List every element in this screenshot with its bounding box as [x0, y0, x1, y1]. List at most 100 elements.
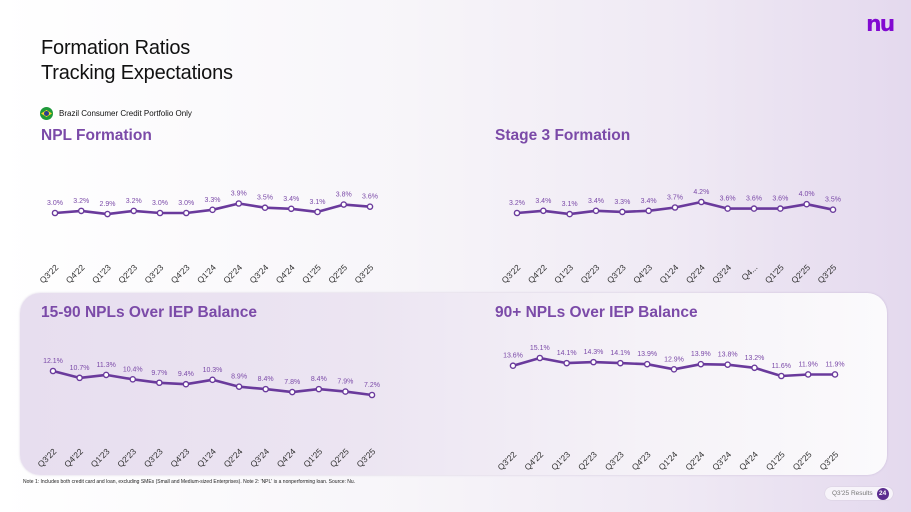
- data-label: 8.4%: [258, 376, 274, 383]
- x-tick-label: Q3'22: [35, 446, 58, 469]
- x-tick-label: Q4'22: [64, 262, 87, 285]
- x-tick-label: Q3'24: [710, 262, 733, 285]
- data-point: [209, 206, 216, 214]
- data-point: [182, 209, 190, 217]
- x-tick-label: Q3'23: [605, 262, 628, 285]
- data-point: [314, 208, 321, 216]
- data-label: 15.1%: [530, 345, 550, 352]
- data-label: 13.9%: [691, 351, 711, 358]
- data-point: [261, 204, 269, 212]
- data-label: 3.3%: [205, 197, 221, 204]
- x-tick-label: Q4'23: [169, 262, 192, 285]
- npl-15-90-chart: 12.1% Q3'22 10.7% Q4'22 11.3% Q1'23 10.4% Q2'23…: [35, 358, 379, 469]
- data-label: 3.4%: [641, 198, 657, 205]
- data-label: 7.9%: [337, 379, 353, 386]
- x-tick-label: Q2'23: [576, 449, 599, 472]
- x-tick-label: Q1'23: [549, 449, 572, 472]
- data-point: [829, 206, 837, 213]
- data-label: 11.9%: [825, 361, 844, 368]
- x-tick-label: Q2'25: [326, 262, 349, 285]
- data-label: 4.0%: [799, 191, 815, 198]
- data-point: [590, 358, 597, 366]
- data-label: 3.1%: [310, 199, 326, 206]
- x-tick-label: Q4'22: [62, 446, 85, 469]
- data-point: [509, 362, 517, 370]
- x-tick-label: Q3'22: [37, 262, 60, 285]
- x-tick-label: Q1'24: [195, 446, 218, 469]
- data-label: 2.9%: [100, 201, 116, 208]
- x-tick-label: Q2'25: [328, 446, 351, 469]
- data-label: 13.8%: [718, 352, 738, 359]
- data-label: 3.6%: [362, 194, 378, 201]
- data-label: 13.9%: [637, 351, 657, 358]
- x-tick-label: Q4'23: [631, 262, 654, 285]
- x-tick-label: Q3'25: [352, 262, 375, 285]
- data-label: 10.4%: [123, 366, 143, 373]
- x-tick-label: Q4'24: [274, 262, 297, 285]
- data-label: 12.1%: [43, 358, 63, 365]
- data-point: [77, 207, 85, 215]
- data-point: [831, 371, 839, 378]
- x-tick-label: Q1'25: [301, 446, 324, 469]
- data-label: 10.7%: [70, 365, 90, 372]
- data-point: [751, 364, 758, 372]
- x-tick-label: Q3'25: [354, 446, 377, 469]
- data-label: 4.2%: [693, 189, 709, 196]
- data-label: 7.2%: [364, 382, 380, 389]
- data-point: [342, 388, 349, 395]
- portfolio-subtitle: Brazil Consumer Credit Portfolio Only: [59, 109, 192, 118]
- data-label: 3.0%: [152, 200, 168, 207]
- data-label: 3.2%: [509, 200, 525, 207]
- data-point: [619, 208, 626, 216]
- data-point: [262, 385, 269, 393]
- data-label: 9.7%: [151, 370, 167, 377]
- data-point: [803, 200, 810, 208]
- footnote: Note 1: Includes both credit card and lo…: [23, 479, 356, 485]
- data-point: [49, 367, 57, 375]
- stage3-formation-chart: 3.2% Q3'22 3.4% Q4'22 3.1% Q1'23 3.4% Q2'23 3.3%…: [499, 189, 840, 285]
- x-tick-label: Q3'24: [710, 449, 733, 472]
- data-point: [156, 209, 164, 217]
- brazil-flag-icon: [40, 107, 53, 120]
- x-tick-label: Q3'24: [248, 446, 271, 469]
- data-point: [566, 210, 573, 218]
- data-label: 3.4%: [283, 196, 299, 203]
- data-point: [592, 207, 600, 215]
- chart-title-npl-90-plus: 90+ NPLs Over IEP Balance: [495, 304, 698, 321]
- data-label: 3.4%: [588, 198, 604, 205]
- data-label: 3.2%: [126, 198, 142, 205]
- data-label: 3.5%: [825, 197, 841, 204]
- data-point: [366, 203, 374, 210]
- data-label: 3.2%: [73, 198, 89, 205]
- page-number: 24: [876, 487, 889, 500]
- data-point: [513, 209, 521, 217]
- data-point: [235, 383, 243, 390]
- x-tick-label: Q2'24: [221, 262, 244, 285]
- data-label: 7.8%: [284, 379, 300, 386]
- data-label: 14.1%: [557, 350, 577, 357]
- page-label: Q3'25 Results: [832, 490, 873, 497]
- data-point: [235, 200, 243, 207]
- data-point: [671, 204, 679, 211]
- data-label: 11.3%: [96, 362, 115, 369]
- data-point: [778, 372, 785, 380]
- x-tick-label: Q1'24: [656, 449, 679, 472]
- x-tick-label: Q3'22: [495, 449, 518, 472]
- x-tick-label: Q1'23: [90, 262, 113, 285]
- chart-title-npl-formation: NPL Formation: [41, 127, 152, 144]
- x-tick-label: Q2'23: [115, 446, 138, 469]
- x-tick-label: Q4'23: [630, 449, 653, 472]
- data-label: 11.6%: [772, 363, 791, 370]
- data-point: [51, 209, 59, 217]
- nu-logo: nu: [866, 12, 895, 37]
- data-point: [130, 207, 138, 215]
- data-point: [536, 354, 544, 362]
- x-tick-label: Q4'22: [522, 449, 545, 472]
- x-tick-label: Q3'23: [603, 449, 626, 472]
- data-point: [102, 371, 110, 379]
- data-point: [315, 385, 323, 393]
- x-tick-label: Q1'25: [763, 262, 786, 285]
- chart-title-stage3-formation: Stage 3 Formation: [495, 127, 631, 144]
- data-label: 13.2%: [745, 355, 765, 362]
